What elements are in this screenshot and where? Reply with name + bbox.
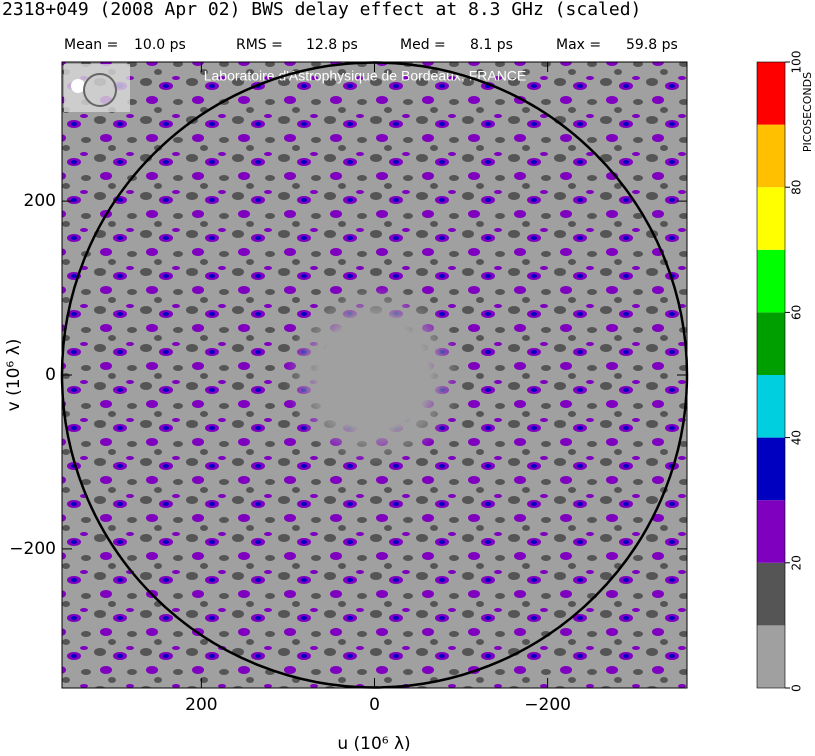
colorbar-band [757,124,785,188]
colorbar-band [757,500,785,563]
y-axis-label: v (10⁶ λ) [4,339,24,412]
colorbar-band [757,375,785,438]
colorbar-label: PICOSECONDS [801,72,814,152]
map-center [284,285,464,465]
stat-value: 8.1 ps [470,37,513,53]
colorbar-tick-label: 80 [790,180,804,195]
colorbar-band [757,62,785,125]
stat-value: 59.8 ps [626,37,678,53]
x-tick-label: 200 [185,695,217,715]
logo [64,64,130,112]
stat-value: 10.0 ps [134,37,186,53]
x-axis-label: u (10⁶ λ) [337,734,410,754]
colorbar-tick-label: 100 [790,51,804,74]
colorbar-tick-label: 0 [790,684,804,692]
stat-name: Max = [556,37,601,53]
y-tick-label: −200 [9,539,56,559]
stat-value: 12.8 ps [306,37,358,53]
colorbar-band [757,312,785,375]
colorbar-band [757,249,785,313]
x-tick-label: −200 [524,695,571,715]
colorbar-tick-label: 60 [790,305,804,320]
stat-name: Med = [400,37,446,53]
chart-title: 2318+049 (2008 Apr 02) BWS delay effect … [2,0,641,20]
x-tick-label: 0 [369,695,380,715]
y-tick-label: 0 [45,365,56,385]
colorbar-tick-label: 40 [790,430,804,445]
colorbar-band [757,437,785,501]
colorbar-band [757,562,785,626]
stat-name: Mean = [64,37,118,53]
colorbar-band [757,187,785,250]
colorbar-tick-label: 20 [790,555,804,570]
colorbar-band [757,625,785,688]
colorbar-frame [756,61,786,689]
y-tick-label: 200 [24,191,56,211]
stat-name: RMS = [236,37,283,53]
